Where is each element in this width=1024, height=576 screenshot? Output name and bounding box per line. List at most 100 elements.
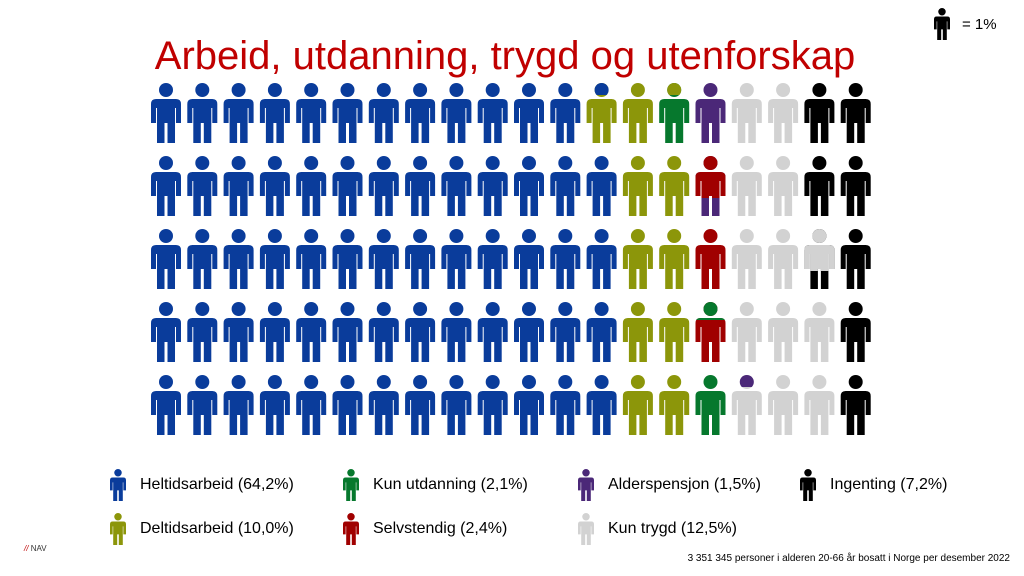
person-icon xyxy=(332,302,363,362)
legend-item: Kun trygd (12,5%) xyxy=(578,512,737,546)
person-icon xyxy=(586,156,617,216)
person-icon xyxy=(622,229,653,289)
person-icon xyxy=(578,469,594,501)
nav-logo: // NAV xyxy=(24,544,47,553)
person-icon xyxy=(550,302,581,362)
legend-item: Deltidsarbeid (10,0%) xyxy=(110,512,294,546)
person-icon xyxy=(695,229,726,289)
legend-item: Heltidsarbeid (64,2%) xyxy=(110,468,294,502)
person-icon xyxy=(622,83,653,143)
person-icon xyxy=(622,375,653,435)
person-icon xyxy=(151,156,181,216)
person-icon xyxy=(223,83,254,143)
chart-title: Arbeid, utdanning, trygd og utenforskap xyxy=(154,34,856,78)
scale-key: = 1% xyxy=(934,8,997,40)
person-icon xyxy=(259,375,290,435)
person-icon xyxy=(187,156,218,216)
person-icon xyxy=(110,513,126,545)
person-icon xyxy=(659,302,690,362)
person-icon xyxy=(259,302,290,362)
logo-text: NAV xyxy=(30,544,47,553)
person-icon xyxy=(187,375,218,435)
legend-item: Alderspensjon (1,5%) xyxy=(578,468,761,502)
person-icon xyxy=(514,375,544,435)
person-icon xyxy=(659,375,690,435)
person-icon xyxy=(804,375,835,435)
person-icon xyxy=(405,229,436,289)
person-icon xyxy=(332,229,363,289)
person-icon xyxy=(586,83,617,143)
person-icon-part xyxy=(739,375,754,387)
person-icon xyxy=(477,229,508,289)
person-icon xyxy=(332,156,363,216)
person-icon xyxy=(477,375,508,435)
person-icon xyxy=(659,83,690,143)
legend-item: Selvstendig (2,4%) xyxy=(343,512,507,546)
legend-label: Selvstendig (2,4%) xyxy=(373,520,508,537)
person-icon xyxy=(659,156,690,216)
logo-slashes: // xyxy=(24,544,29,553)
person-icon xyxy=(296,375,327,435)
person-icon xyxy=(477,156,508,216)
person-icon xyxy=(405,302,436,362)
person-icon xyxy=(840,375,871,435)
person-icon xyxy=(441,83,472,143)
person-icon xyxy=(695,302,726,362)
scale-label: = 1% xyxy=(962,15,997,33)
person-icon-part xyxy=(695,156,726,198)
person-icon xyxy=(514,302,544,362)
person-icon xyxy=(259,229,290,289)
person-icon xyxy=(550,375,581,435)
person-icon xyxy=(578,513,594,545)
person-icon xyxy=(187,229,218,289)
person-icon xyxy=(695,375,726,435)
person-icon xyxy=(731,302,762,362)
person-icon xyxy=(405,83,436,143)
legend-label: Kun utdanning (2,1%) xyxy=(373,476,528,493)
person-icon xyxy=(110,469,126,501)
person-icon xyxy=(441,302,472,362)
person-icon xyxy=(223,375,254,435)
person-icon xyxy=(622,302,653,362)
person-icon xyxy=(768,156,799,216)
legend-label: Heltidsarbeid (64,2%) xyxy=(140,476,294,493)
person-icon xyxy=(804,83,835,143)
person-icon xyxy=(223,156,254,216)
person-icon xyxy=(343,469,359,501)
person-icon xyxy=(477,83,508,143)
person-icon xyxy=(151,229,181,289)
person-icon-part xyxy=(804,229,835,271)
person-icon xyxy=(659,229,690,289)
person-icon xyxy=(731,375,762,435)
person-icon xyxy=(343,513,359,545)
person-icon xyxy=(804,229,835,289)
person-icon xyxy=(768,375,799,435)
person-icon xyxy=(259,83,290,143)
person-icon xyxy=(586,375,617,435)
legend-item: Kun utdanning (2,1%) xyxy=(343,468,528,502)
person-icon xyxy=(804,156,835,216)
person-icon xyxy=(586,229,617,289)
person-icon xyxy=(296,83,327,143)
person-icon xyxy=(441,156,472,216)
person-icon xyxy=(840,229,871,289)
person-icon xyxy=(151,375,181,435)
person-icon xyxy=(840,302,871,362)
person-icon xyxy=(187,302,218,362)
person-icon xyxy=(151,83,181,143)
person-icon xyxy=(477,302,508,362)
person-icon-part xyxy=(594,83,609,95)
person-icon xyxy=(695,83,726,143)
person-icon xyxy=(768,83,799,143)
person-icon xyxy=(514,83,544,143)
legend-label: Alderspensjon (1,5%) xyxy=(608,476,761,493)
legend-item: Ingenting (7,2%) xyxy=(800,468,947,502)
person-icon-part xyxy=(696,302,725,320)
person-icon xyxy=(731,156,762,216)
person-icon xyxy=(332,375,363,435)
person-icon xyxy=(405,156,436,216)
person-icon xyxy=(296,302,327,362)
person-icon xyxy=(731,83,762,143)
person-icon xyxy=(223,302,254,362)
person-icon xyxy=(514,156,544,216)
